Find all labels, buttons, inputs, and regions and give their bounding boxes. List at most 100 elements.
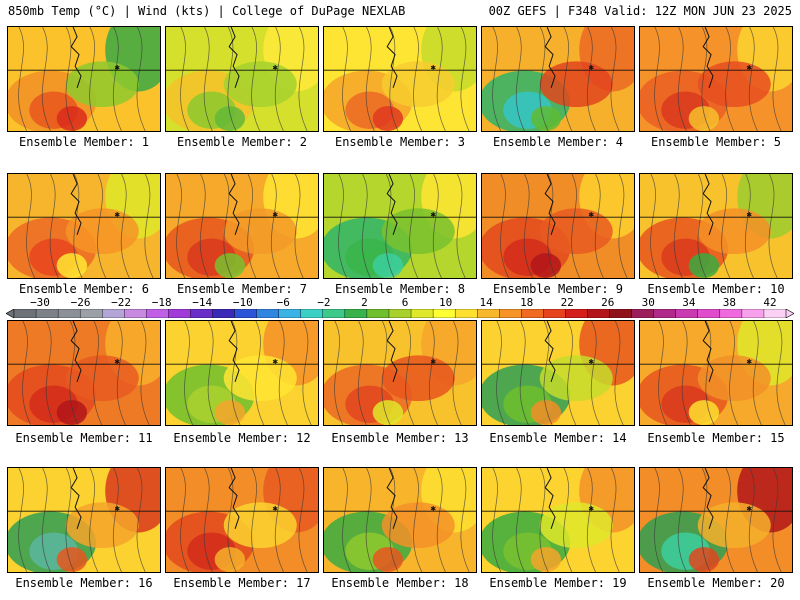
wind-streamline bbox=[567, 321, 577, 425]
wind-streamline bbox=[721, 174, 731, 278]
temperature-contour-area bbox=[381, 355, 455, 402]
wind-streamline bbox=[492, 468, 502, 572]
coastline bbox=[228, 468, 240, 529]
temperature-colorbar bbox=[6, 309, 794, 318]
wind-streamline bbox=[460, 468, 470, 572]
colorbar-segment bbox=[697, 309, 721, 318]
wind-streamline bbox=[385, 174, 395, 278]
colorbar-segment bbox=[653, 309, 677, 318]
wind-streamline bbox=[227, 468, 237, 572]
coastline bbox=[70, 174, 82, 235]
city-marker-icon: ✱ bbox=[431, 357, 437, 367]
temperature-contour-area bbox=[697, 208, 771, 255]
ensemble-member-map: ✱ bbox=[165, 320, 319, 426]
city-marker-icon: ✱ bbox=[273, 357, 279, 367]
wind-streamline bbox=[26, 174, 36, 278]
colorbar-tick-label: −14 bbox=[192, 296, 213, 309]
colorbar-segment bbox=[278, 309, 302, 318]
colorbar-segment bbox=[388, 309, 412, 318]
city-marker-icon: ✱ bbox=[115, 210, 121, 220]
ensemble-member-map: ✱ bbox=[639, 26, 793, 132]
ensemble-member-map: ✱ bbox=[323, 26, 477, 132]
ensemble-member-map: ✱ bbox=[481, 26, 635, 132]
colorbar-segment bbox=[124, 309, 147, 318]
wind-streamline bbox=[144, 174, 154, 278]
city-marker-icon: ✱ bbox=[747, 504, 753, 514]
ensemble-member-map: ✱ bbox=[165, 467, 319, 573]
wind-streamline bbox=[752, 321, 762, 425]
wind-streamline bbox=[140, 321, 150, 425]
ensemble-member-label: Ensemble Member: 5 bbox=[650, 135, 782, 149]
wind-streamline bbox=[413, 27, 423, 131]
city-marker-icon: ✱ bbox=[115, 504, 121, 514]
wind-streamline bbox=[203, 27, 213, 131]
map-title: 850mb Temp (°C) | Wind (kts) | College o… bbox=[8, 4, 406, 18]
temperature-contour-area bbox=[65, 502, 139, 549]
colorbar-segment bbox=[79, 309, 103, 318]
colorbar-segment bbox=[565, 309, 588, 318]
wind-streamline bbox=[180, 468, 190, 572]
wind-streamline bbox=[112, 27, 123, 131]
ensemble-member-map: ✱ bbox=[7, 467, 161, 573]
wind-streamline bbox=[610, 27, 620, 131]
colorbar-segment bbox=[763, 309, 787, 318]
wind-streamline bbox=[413, 468, 423, 572]
city-marker-icon: ✱ bbox=[589, 63, 595, 73]
ensemble-member-map: ✱ bbox=[165, 173, 319, 279]
colorbar-segment bbox=[344, 309, 368, 318]
city-marker-icon: ✱ bbox=[431, 210, 437, 220]
temperature-contour-area bbox=[530, 253, 562, 278]
temperature-contour-area bbox=[539, 502, 613, 549]
wind-streamline bbox=[614, 321, 624, 425]
ensemble-member-label: Ensemble Member: 18 bbox=[331, 576, 469, 590]
wind-streamline bbox=[677, 27, 687, 131]
wind-streamline bbox=[515, 27, 526, 131]
wind-streamline bbox=[199, 174, 210, 278]
coastline bbox=[544, 27, 556, 88]
wind-streamline bbox=[610, 468, 620, 572]
ensemble-member-map: ✱ bbox=[7, 26, 161, 132]
coastline bbox=[70, 468, 82, 529]
colorbar-segment bbox=[168, 309, 191, 318]
wind-streamline bbox=[409, 174, 419, 278]
ensemble-member-label: Ensemble Member: 13 bbox=[331, 431, 469, 445]
coastline bbox=[702, 321, 714, 382]
wind-streamline bbox=[227, 27, 237, 131]
wind-streamline bbox=[701, 27, 711, 131]
wind-streamline bbox=[748, 468, 759, 572]
wind-streamline bbox=[89, 468, 99, 572]
wind-streamline bbox=[342, 468, 352, 572]
wind-streamline bbox=[247, 174, 257, 278]
colorbar-segment bbox=[719, 309, 743, 318]
ensemble-member-map: ✱ bbox=[323, 467, 477, 573]
colorbar-segment bbox=[543, 309, 566, 318]
temperature-contour-area bbox=[697, 355, 771, 402]
coastline bbox=[702, 174, 714, 235]
colorbar-segment bbox=[256, 309, 280, 318]
wind-streamline bbox=[776, 321, 786, 425]
wind-streamline bbox=[365, 468, 375, 572]
temperature-contour-area bbox=[381, 208, 455, 255]
colorbar-segment bbox=[146, 309, 169, 318]
colorbar-tick-label: 42 bbox=[763, 296, 777, 309]
wind-streamline bbox=[594, 174, 604, 278]
colorbar-low-arrow bbox=[6, 309, 15, 318]
colorbar-segment bbox=[609, 309, 633, 318]
ensemble-member-map: ✱ bbox=[165, 26, 319, 132]
ensemble-member-label: Ensemble Member: 10 bbox=[647, 282, 785, 296]
temperature-contour-area bbox=[372, 400, 404, 425]
temperature-contour-area bbox=[697, 502, 771, 549]
wind-streamline bbox=[389, 27, 399, 131]
coastline bbox=[544, 174, 556, 235]
ensemble-member-label: Ensemble Member: 6 bbox=[18, 282, 150, 296]
colorbar-segment bbox=[366, 309, 390, 318]
wind-streamline bbox=[654, 468, 664, 572]
coastline bbox=[228, 27, 240, 88]
wind-streamline bbox=[496, 321, 506, 425]
wind-streamline bbox=[389, 468, 399, 572]
wind-streamline bbox=[274, 468, 285, 572]
city-marker-icon: ✱ bbox=[747, 357, 753, 367]
wind-streamline bbox=[563, 27, 573, 131]
colorbar-segment bbox=[190, 309, 214, 318]
temperature-contour-area bbox=[688, 106, 720, 131]
